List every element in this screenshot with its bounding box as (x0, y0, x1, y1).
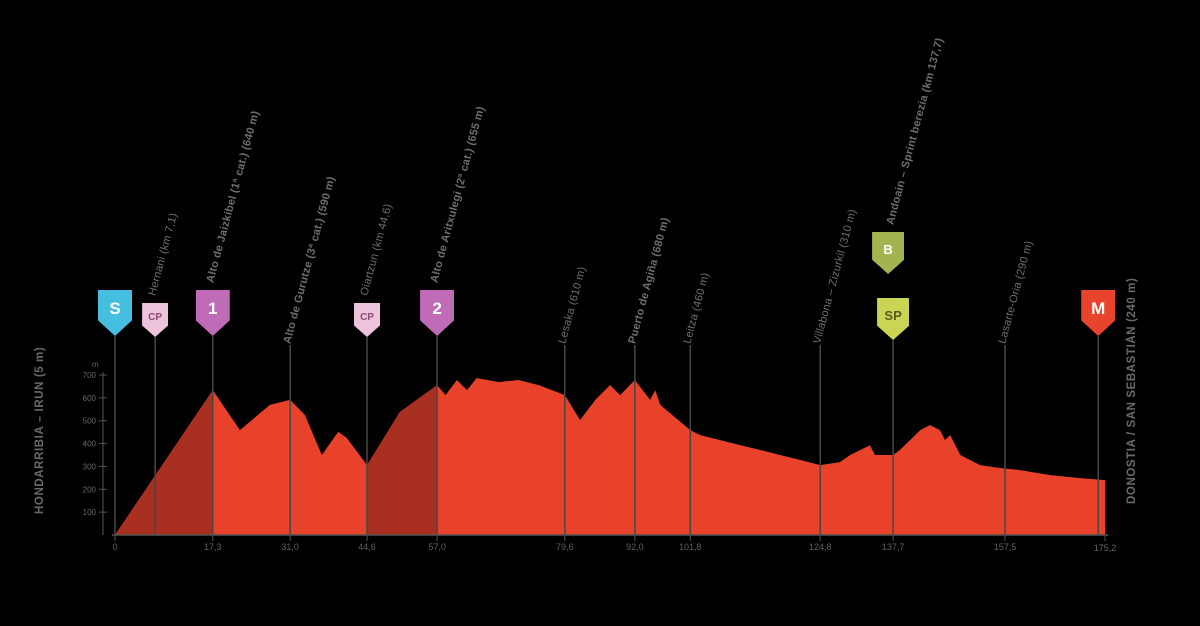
km-label-climb2: 57,0 (428, 542, 446, 552)
elevation-tick-label-400: 400 (83, 440, 97, 449)
finish-location-title: DONOSTIA / SAN SEBASTIÁN (240 m) (1126, 277, 1138, 505)
km-label-town2: 92,0 (626, 542, 644, 552)
elevation-tick-label-600: 600 (83, 394, 97, 403)
km-label-town1: 79,6 (556, 542, 574, 552)
elevation-area (115, 378, 1105, 535)
km-label-town3: 101,8 (678, 542, 702, 552)
km-label-town5: 157,5 (993, 542, 1017, 552)
km-label-start: 0 (112, 542, 118, 552)
elevation-area-shaded-0 (115, 390, 213, 535)
elevation-tick-label-300: 300 (83, 462, 97, 471)
km-label-end: 175,2 (1094, 543, 1117, 553)
km-label-cp2: 44,6 (358, 542, 376, 552)
elevation-unit-label: m (92, 360, 99, 369)
km-label-town4: 124,8 (808, 542, 832, 552)
start-location-title: HONDARRIBIA – IRUN (5 m) (34, 346, 46, 514)
elevation-tick-label-500: 500 (83, 417, 97, 426)
km-label-summit1: 31,0 (281, 542, 299, 552)
elevation-tick-label-700: 700 (83, 371, 97, 380)
km-label-sprint: 137,7 (881, 542, 905, 552)
elevation-area-shaded-1 (367, 385, 438, 535)
elevation-tick-label-100: 100 (83, 508, 97, 517)
elevation-tick-label-200: 200 (83, 485, 97, 494)
km-label-climb1: 17,3 (203, 542, 222, 552)
